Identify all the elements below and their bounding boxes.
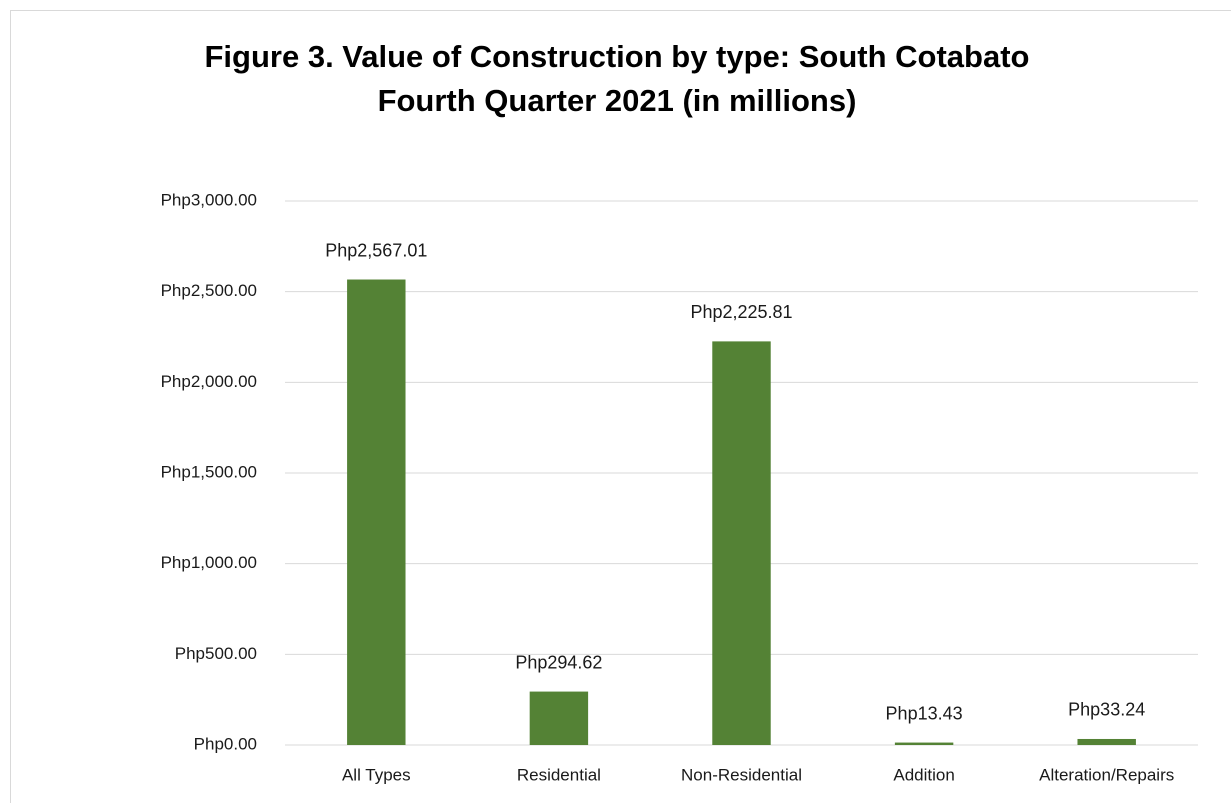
x-tick-label: Alteration/Repairs <box>1039 765 1174 784</box>
chart-border <box>10 10 1231 803</box>
y-tick-label: Php0.00 <box>194 734 257 753</box>
value-label: Php2,225.81 <box>690 302 792 322</box>
value-label: Php294.62 <box>515 652 602 672</box>
bar <box>894 742 954 745</box>
y-tick-label: Php1,500.00 <box>161 462 257 481</box>
y-tick-label: Php500.00 <box>175 644 257 663</box>
chart-title: Figure 3. Value of Construction by type:… <box>205 39 1030 74</box>
bar <box>347 279 406 745</box>
value-label: Php33.24 <box>1068 700 1145 720</box>
x-tick-label: Residential <box>517 765 601 784</box>
value-label: Php2,567.01 <box>325 240 427 260</box>
value-label: Php13.43 <box>886 703 963 723</box>
bar <box>712 341 771 745</box>
x-tick-label: All Types <box>342 765 411 784</box>
chart-title: Fourth Quarter 2021 (in millions) <box>378 83 857 118</box>
x-tick-label: Non-Residential <box>681 765 802 784</box>
bar <box>1077 738 1136 745</box>
y-tick-label: Php2,500.00 <box>161 281 257 300</box>
x-tick-label: Addition <box>893 765 954 784</box>
y-tick-label: Php2,000.00 <box>161 372 257 391</box>
y-tick-label: Php1,000.00 <box>161 553 257 572</box>
bar <box>529 691 589 745</box>
y-tick-label: Php3,000.00 <box>161 190 257 209</box>
